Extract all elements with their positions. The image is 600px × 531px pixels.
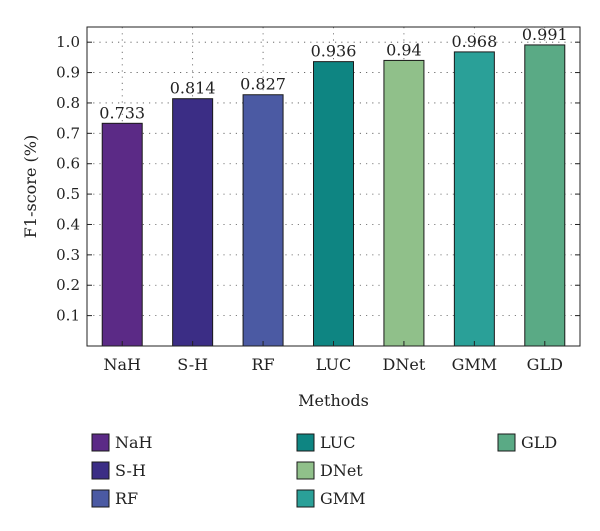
legend-swatch bbox=[497, 433, 516, 452]
legend-item-s-h: S-H bbox=[91, 461, 146, 480]
data-label: 0.936 bbox=[311, 42, 357, 61]
x-tick-label: GMM bbox=[452, 355, 498, 374]
legend-label: GMM bbox=[320, 489, 366, 508]
y-tick-label: 0.1 bbox=[56, 307, 80, 325]
legend-item-luc: LUC bbox=[296, 433, 355, 452]
legend-label: GLD bbox=[521, 433, 557, 452]
x-tick-label: LUC bbox=[316, 355, 351, 374]
x-axis-title: Methods bbox=[298, 391, 369, 410]
legend-swatch bbox=[91, 433, 110, 452]
value-labels: 0.733 0.814 0.827 0.936 0.94 0.968 0.991 bbox=[99, 25, 567, 122]
bar-gld bbox=[524, 44, 566, 347]
data-label: 0.968 bbox=[451, 32, 497, 51]
bar-gmm bbox=[453, 51, 495, 347]
bar-luc bbox=[313, 61, 354, 347]
legend-item-rf: RF bbox=[91, 489, 138, 508]
data-label: 0.94 bbox=[386, 40, 422, 59]
y-tick-label: 0.2 bbox=[56, 276, 80, 294]
legend-item-gmm: GMM bbox=[296, 489, 366, 508]
legend-swatch bbox=[296, 489, 315, 508]
bar-nah bbox=[101, 122, 143, 347]
x-tick-label: RF bbox=[251, 355, 274, 374]
x-tick-label: GLD bbox=[527, 355, 563, 374]
bar-s-h bbox=[172, 98, 214, 347]
legend-swatch bbox=[296, 433, 315, 452]
legend-item-dnet: DNet bbox=[296, 461, 363, 480]
legend-label: LUC bbox=[320, 433, 355, 452]
legend-label: S-H bbox=[115, 461, 146, 480]
legend-item-gld: GLD bbox=[497, 433, 557, 452]
y-tick-label: 0.8 bbox=[56, 94, 80, 112]
y-axis: 0.1 0.2 0.3 0.4 0.5 0.6 0.7 0.8 0.9 1.0 bbox=[56, 33, 580, 325]
bar-rf bbox=[242, 94, 284, 347]
y-tick-label: 0.6 bbox=[56, 155, 80, 173]
data-label: 0.991 bbox=[522, 25, 568, 44]
y-tick-label: 0.4 bbox=[56, 215, 80, 233]
legend-swatch bbox=[91, 489, 110, 508]
bar-dnet bbox=[383, 59, 425, 347]
y-tick-label: 1.0 bbox=[56, 33, 80, 51]
x-tick-label: DNet bbox=[383, 355, 426, 374]
x-tick-label: S-H bbox=[177, 355, 208, 374]
legend-swatch bbox=[296, 461, 315, 480]
legend-swatch bbox=[91, 461, 110, 480]
legend-label: RF bbox=[115, 489, 138, 508]
legend-item-nah: NaH bbox=[91, 433, 153, 452]
legend-label: NaH bbox=[115, 433, 153, 452]
data-label: 0.733 bbox=[99, 103, 145, 122]
y-tick-label: 0.9 bbox=[56, 64, 80, 82]
data-label: 0.814 bbox=[170, 79, 216, 98]
y-tick-label: 0.7 bbox=[56, 124, 80, 142]
y-axis-title: F1-score (%) bbox=[21, 135, 40, 238]
legend: NaH S-H RF LUC DNet GMM GLD bbox=[91, 433, 557, 508]
y-tick-label: 0.3 bbox=[56, 246, 80, 264]
x-tick-label: NaH bbox=[103, 355, 141, 374]
y-tick-label: 0.5 bbox=[56, 185, 80, 203]
data-label: 0.827 bbox=[240, 75, 286, 94]
bars bbox=[101, 44, 566, 347]
legend-label: DNet bbox=[320, 461, 363, 480]
x-axis: NaH S-H RF LUC DNet GMM GLD bbox=[103, 341, 563, 374]
